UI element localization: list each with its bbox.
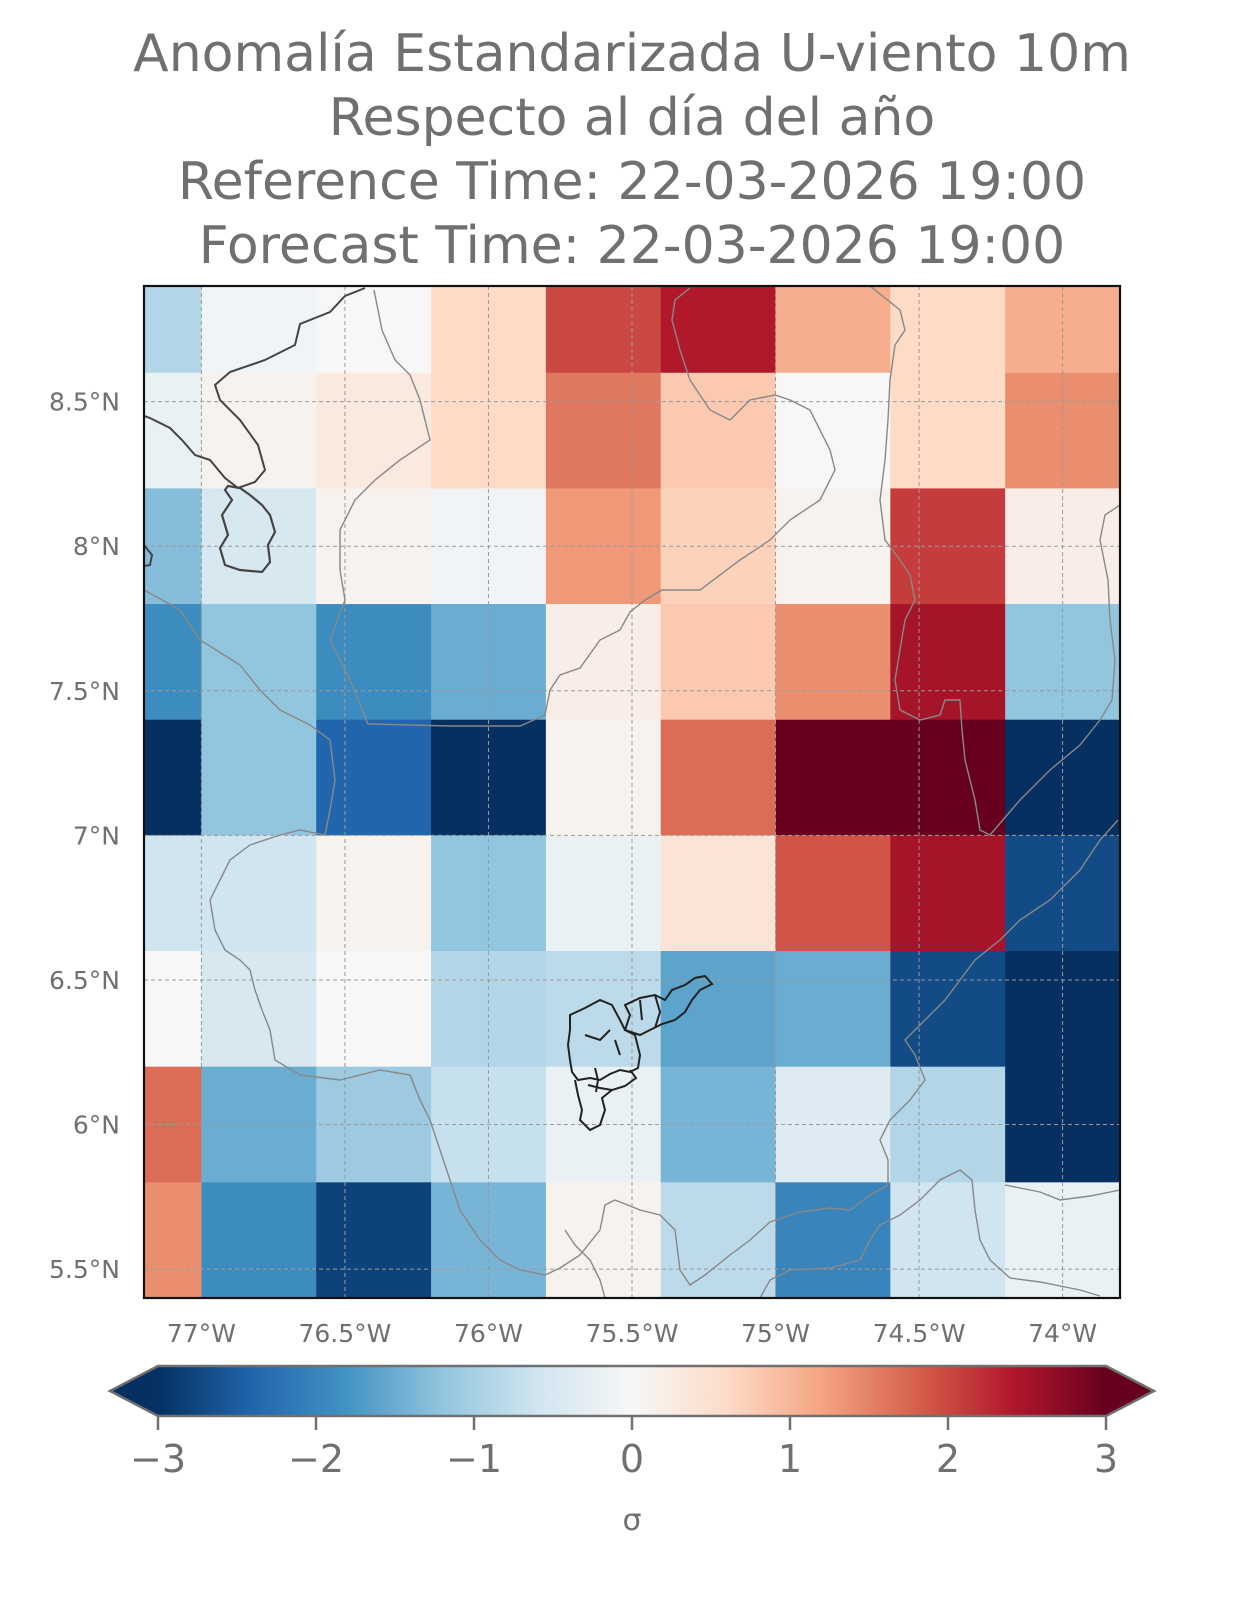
colorbar-tick-label: 3 — [1094, 1437, 1118, 1481]
grid-cell — [1005, 835, 1120, 952]
grid-cell — [775, 719, 891, 836]
colorbar-tick-label: −3 — [130, 1437, 186, 1481]
axis-ticks: 77°W 76.5°W 76°W 75.5°W 75°W 74.5°W 74°W 8.5°N 8… — [49, 388, 1097, 1348]
grid-cell — [144, 835, 203, 952]
grid-cell — [201, 372, 317, 489]
grid-cell — [144, 719, 203, 836]
grid-cell — [775, 951, 891, 1068]
map-title: Anomalía Estandarizada U-viento 10m Resp… — [0, 22, 1234, 278]
grid-cell — [316, 372, 432, 489]
grid-cell — [890, 286, 1006, 374]
coast-stub — [144, 544, 154, 567]
grid-cell — [775, 1182, 891, 1298]
grid-cell — [316, 719, 432, 836]
grid-cell — [201, 951, 317, 1068]
grid-cell — [660, 1182, 777, 1298]
lon-tick-label: 74°W — [1028, 1319, 1097, 1348]
colorbar-extend-min — [110, 1366, 158, 1416]
grid-cell — [316, 1182, 432, 1298]
lat-tick-label: 8°N — [73, 532, 120, 561]
grid-cell — [431, 835, 547, 952]
admin-boundary — [564, 1229, 606, 1298]
grid-cell — [660, 286, 777, 374]
grid-cell — [545, 604, 662, 721]
grid-cell — [201, 286, 317, 374]
colorbar-tick-label: 0 — [620, 1437, 644, 1481]
grid-cell — [201, 835, 317, 952]
title-line-1: Anomalía Estandarizada U-viento 10m — [133, 24, 1131, 84]
lat-tick-label: 8.5°N — [49, 388, 120, 417]
gulf-shore — [218, 484, 277, 574]
colorbar-ticks: −3 −2 −1 0 1 2 3 — [130, 1416, 1118, 1481]
admin-boundary — [144, 589, 1119, 1286]
lat-tick-label: 6°N — [73, 1111, 120, 1140]
lat-tick-label: 6.5°N — [49, 966, 120, 995]
colorbar-tick-label: 1 — [778, 1437, 802, 1481]
lat-tick-label: 7.5°N — [49, 677, 120, 706]
colorbar-tick-label: −2 — [288, 1437, 344, 1481]
colorbar-bar — [158, 1366, 1106, 1416]
grid-cell — [201, 1182, 317, 1298]
map-frame — [142, 284, 1122, 1300]
grid-cell — [545, 286, 662, 374]
grid-cell — [890, 835, 1006, 952]
grid-cell — [144, 1182, 203, 1298]
grid-cell — [890, 372, 1006, 489]
lat-tick-label: 5.5°N — [49, 1255, 120, 1284]
colorbar-tick-label: 2 — [936, 1437, 960, 1481]
lon-tick-label: 75.5°W — [586, 1319, 679, 1348]
title-line-4: Forecast Time: 22-03-2026 19:00 — [198, 216, 1066, 276]
coastline — [144, 287, 366, 490]
grid-cell — [660, 951, 777, 1068]
grid-cell — [316, 835, 432, 952]
boundaries — [144, 286, 1120, 1298]
grid-cell — [316, 286, 432, 374]
grid-cell — [890, 951, 1006, 1068]
grid-cell — [201, 719, 317, 836]
grid-cell — [775, 286, 891, 374]
grid-cell — [660, 719, 777, 836]
grid-cell — [144, 604, 203, 721]
graticule — [144, 286, 1120, 1298]
lon-tick-label: 77°W — [167, 1319, 236, 1348]
grid-cell — [890, 719, 1006, 836]
admin-boundary — [1004, 1184, 1120, 1201]
admin-boundary — [759, 1169, 1101, 1298]
colorbar-tick-label: −1 — [446, 1437, 502, 1481]
title-line-3: Reference Time: 22-03-2026 19:00 — [177, 152, 1087, 212]
grid-cell — [545, 951, 662, 1068]
colorbar-label: σ — [622, 1503, 641, 1538]
admin-boundary — [869, 286, 1120, 836]
title-line-2: Respecto al día del año — [328, 88, 936, 148]
lon-tick-label: 75°W — [741, 1319, 810, 1348]
grid-cell — [316, 604, 432, 721]
grid-cell — [660, 372, 777, 489]
grid-cell — [890, 1182, 1006, 1298]
grid-cell — [144, 286, 203, 374]
grid-cell — [775, 604, 891, 721]
lat-tick-label: 7°N — [73, 821, 120, 850]
grid-cell — [660, 835, 777, 952]
grid-cell — [201, 604, 317, 721]
medellin-municipalities — [566, 974, 714, 1132]
grid-cell — [545, 719, 662, 836]
lon-tick-label: 74.5°W — [873, 1319, 966, 1348]
grid-cell — [316, 951, 432, 1068]
colorbar-extend-max — [1106, 1366, 1154, 1416]
admin-boundary — [329, 287, 836, 727]
grid-cell — [775, 372, 891, 489]
colorbar: −3 −2 −1 0 1 2 3 σ — [107, 1364, 1157, 1538]
grid-cell — [545, 372, 662, 489]
lon-tick-label: 76.5°W — [298, 1319, 391, 1348]
grid-cell — [660, 604, 777, 721]
lon-tick-label: 76°W — [454, 1319, 523, 1348]
grid-cell — [890, 604, 1006, 721]
grid-cell — [144, 951, 203, 1068]
grid-cell — [545, 835, 662, 952]
grid-cell — [545, 1182, 662, 1298]
grid-cell — [775, 835, 891, 952]
